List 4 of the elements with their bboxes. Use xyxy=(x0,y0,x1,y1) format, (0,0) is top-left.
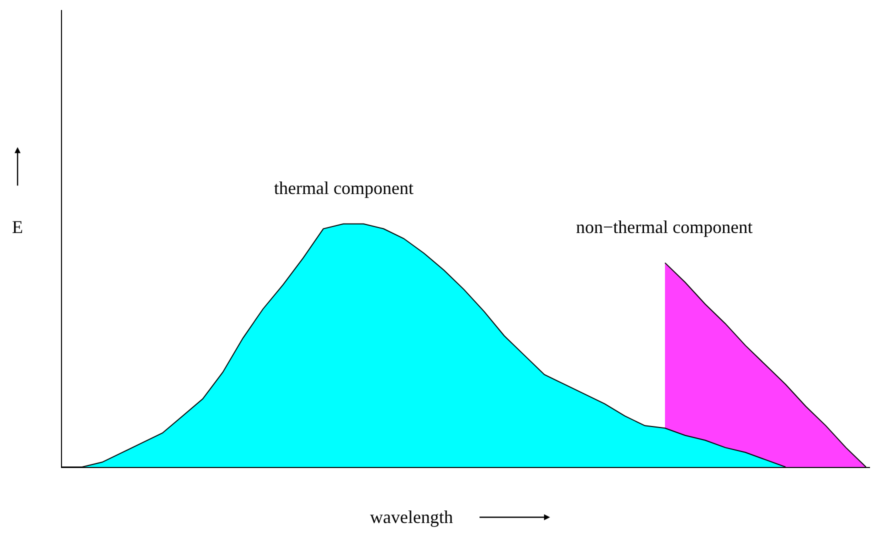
x-axis-title: wavelength xyxy=(370,507,453,527)
series-label: thermal component xyxy=(274,178,414,198)
y-axis-title: E xyxy=(12,217,23,237)
series-label: non−thermal component xyxy=(576,217,753,237)
